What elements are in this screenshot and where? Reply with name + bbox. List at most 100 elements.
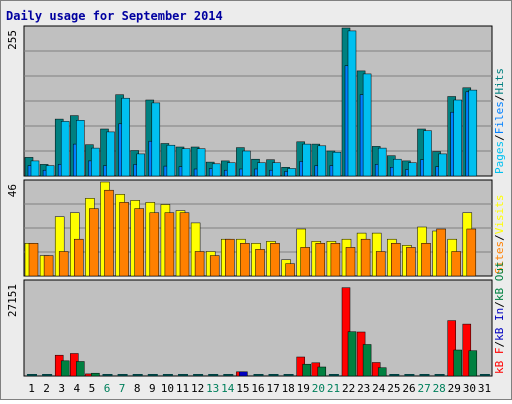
x-tick-label: 10 — [161, 382, 174, 395]
bar-sites-day-22 — [345, 247, 356, 277]
bar-kb-f-day-29 — [447, 320, 456, 377]
bar-sites-day-1 — [28, 243, 39, 277]
bar-kb-out-day-20 — [317, 366, 327, 377]
bar-sites-day-21 — [330, 243, 341, 277]
bar-pages-day-9 — [151, 102, 161, 177]
bar-sites-day-24 — [375, 251, 386, 277]
x-tick-label: 8 — [134, 382, 141, 395]
zero-bar-day-17 — [268, 374, 279, 376]
zero-bar-day-13 — [208, 374, 219, 376]
x-tick-label: 31 — [478, 382, 491, 395]
bar-pages-day-24 — [377, 147, 387, 177]
bar-sites-day-7 — [119, 202, 129, 277]
x-tick-label: 3 — [58, 382, 65, 395]
bar-sites-day-16 — [255, 249, 265, 277]
x-tick-label: 4 — [73, 382, 80, 395]
legend-entry: kB Out — [493, 261, 506, 301]
panel-plot-area — [23, 279, 493, 377]
bar-sites-day-9 — [149, 212, 160, 277]
bar-pages-day-11 — [181, 148, 191, 177]
bar-sites-day-18 — [285, 263, 295, 277]
bar-pages-day-5 — [91, 147, 100, 177]
zero-bar-day-10 — [162, 374, 173, 376]
legend-entry: / — [493, 95, 506, 102]
panel-visits-sites: 46 Sites/Visits — [6, 179, 506, 277]
bar-sites-day-3 — [58, 251, 69, 277]
x-tick-label: 7 — [119, 382, 126, 395]
bar-sites-day-11 — [179, 212, 190, 277]
x-tick-label: 6 — [104, 382, 111, 395]
bar-sites-day-28 — [436, 228, 446, 277]
bar-kb-out-day-22 — [347, 331, 357, 377]
bar-pages-day-22 — [347, 30, 357, 177]
bar-pages-day-1 — [30, 160, 40, 177]
x-tick-label: 25 — [387, 382, 400, 395]
legend-entry: kB In — [493, 308, 506, 341]
zero-bar-day-27 — [419, 374, 430, 376]
zero-bar-day-8 — [132, 374, 143, 376]
bar-pages-day-17 — [272, 162, 281, 177]
bar-kb-in-day-15 — [239, 371, 248, 377]
bar-kb-out-day-19 — [302, 363, 311, 377]
zero-bar-day-21 — [328, 374, 339, 376]
bar-pages-day-10 — [166, 144, 176, 177]
panel-legend: Pages/Files/Hits — [493, 68, 506, 174]
x-tick-label: 29 — [448, 382, 461, 395]
bar-kb-out-day-3 — [60, 360, 70, 377]
bar-kb-out-day-23 — [362, 344, 372, 377]
bar-kb-out-day-4 — [76, 361, 85, 377]
x-tick-label: 11 — [176, 382, 189, 395]
y-max-label: 255 — [6, 30, 19, 50]
panel-legend: Sites/Visits — [493, 195, 506, 275]
x-tick-label: 18 — [282, 382, 295, 395]
bar-pages-day-12 — [196, 148, 206, 177]
bar-sites-day-12 — [194, 251, 205, 277]
bar-pages-day-8 — [136, 153, 145, 177]
bar-sites-day-30 — [466, 228, 477, 277]
zero-bar-day-16 — [253, 374, 264, 376]
bar-pages-day-27 — [423, 130, 432, 177]
bar-pages-day-3 — [60, 121, 70, 177]
bar-kb-out-day-29 — [453, 349, 462, 377]
zero-bar-day-6 — [102, 374, 113, 376]
x-tick-label: 12 — [191, 382, 204, 395]
bar-kb-out-day-24 — [377, 367, 387, 377]
x-tick-label: 9 — [149, 382, 156, 395]
bar-sites-day-19 — [300, 247, 310, 277]
bar-pages-day-20 — [317, 145, 327, 177]
zero-bar-day-18 — [283, 374, 294, 376]
zero-bar-day-31 — [479, 374, 490, 376]
x-axis-labels: 1 2 3 4 5 6 7 8 9 10 11 12 13 14 15 16 17 18 19 20 21 22 23 24 2… — [28, 382, 491, 395]
y-max-label: 46 — [6, 184, 19, 197]
bar-sites-day-20 — [315, 243, 326, 277]
x-tick-label: 16 — [251, 382, 264, 395]
chart-panels: 255Pages/Files/Hits46Sites/Visits27151kB… — [6, 25, 506, 377]
y-max-label: 27151 — [6, 284, 19, 317]
bar-pages-day-13 — [211, 163, 221, 177]
x-tick-label: 20 — [312, 382, 325, 395]
x-tick-label: 30 — [463, 382, 476, 395]
bar-pages-day-21 — [332, 151, 342, 177]
bar-pages-day-4 — [76, 120, 85, 177]
bar-sites-day-27 — [421, 243, 431, 277]
legend-entry: / — [493, 234, 506, 241]
zero-bar-day-14 — [223, 374, 234, 376]
bar-pages-day-7 — [121, 97, 130, 177]
zero-bar-day-25 — [389, 374, 400, 376]
bar-kb-out-day-30 — [468, 350, 478, 377]
legend-entry: Pages — [493, 141, 506, 174]
x-tick-label: 13 — [206, 382, 219, 395]
legend-entry: Sites — [493, 241, 506, 274]
zero-bar-day-28 — [434, 374, 445, 376]
bar-sites-day-5 — [89, 208, 99, 277]
bar-sites-day-8 — [134, 208, 144, 277]
bar-pages-day-2 — [45, 165, 55, 177]
bar-sites-day-14 — [225, 238, 235, 277]
bar-kb-f-day-30 — [462, 323, 472, 377]
x-tick-label: 14 — [221, 382, 235, 395]
x-tick-label: 17 — [266, 382, 279, 395]
zero-bar-day-2 — [42, 374, 53, 376]
bar-sites-day-2 — [43, 255, 54, 277]
